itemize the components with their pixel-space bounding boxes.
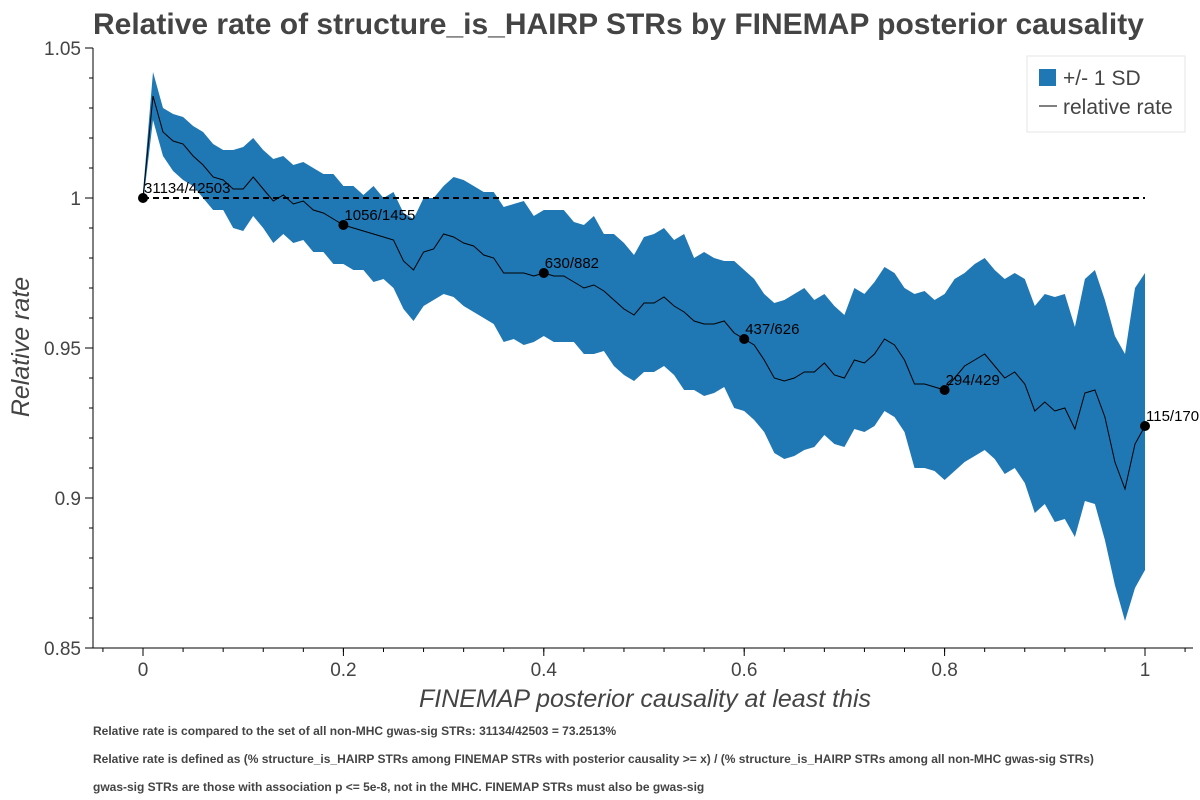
x-tick-label: 0.4 bbox=[531, 660, 558, 681]
count-label: 294/429 bbox=[946, 372, 1000, 389]
y-tick-label: 1.05 bbox=[44, 39, 81, 60]
annotated-point bbox=[1140, 421, 1150, 431]
y-tick-label: 0.95 bbox=[44, 339, 81, 360]
legend-swatch-sd-band bbox=[1039, 69, 1056, 86]
y-axis-label: Relative rate bbox=[7, 277, 35, 417]
annotated-point bbox=[739, 334, 750, 344]
x-tick-label: 0 bbox=[138, 660, 149, 681]
legend-label-sd-band: +/- 1 SD bbox=[1063, 67, 1141, 90]
y-tick-label: 0.85 bbox=[44, 639, 81, 660]
footnote-3: gwas-sig STRs are those with association… bbox=[93, 780, 705, 794]
count-label: 437/626 bbox=[745, 321, 799, 338]
legend-label-relative-rate: relative rate bbox=[1063, 96, 1173, 119]
x-tick-label: 1 bbox=[1140, 660, 1151, 681]
plot-area: 31134/42503 1056/1455 630/882 437/626 294/42… bbox=[138, 72, 1199, 621]
x-axis-label: FINEMAP posterior causality at least thi… bbox=[419, 685, 871, 713]
x-tick-label: 0.8 bbox=[931, 660, 957, 681]
sd-band-area bbox=[143, 72, 1145, 621]
relative-rate-line bbox=[142, 95, 1146, 491]
chart-title: Relative rate of structure_is_HAIRP STRs… bbox=[93, 8, 1144, 41]
count-label: 115/170 bbox=[1146, 408, 1199, 425]
count-label: 630/882 bbox=[545, 255, 599, 272]
annotated-point bbox=[538, 268, 549, 278]
y-tick-label: 1 bbox=[70, 189, 81, 210]
footnote-2: Relative rate is defined as (% structure… bbox=[93, 752, 1094, 766]
annotated-point bbox=[939, 385, 950, 395]
annotated-point bbox=[338, 220, 349, 230]
x-tick-label: 0.2 bbox=[330, 660, 356, 681]
legend-box bbox=[1026, 55, 1186, 133]
count-label: 31134/42503 bbox=[144, 180, 230, 197]
count-label: 1056/1455 bbox=[344, 207, 415, 224]
y-axis: 0.85 0.9 0.95 1 1.05 bbox=[44, 39, 94, 660]
annotated-point bbox=[138, 193, 148, 203]
footnote-1: Relative rate is compared to the set of … bbox=[93, 724, 617, 738]
x-axis: 0 0.2 0.4 0.6 0.8 1 bbox=[93, 647, 1193, 681]
y-tick-label: 0.9 bbox=[55, 489, 81, 510]
x-tick-label: 0.6 bbox=[731, 660, 757, 681]
legend: +/- 1 SD relative rate bbox=[1026, 55, 1186, 133]
